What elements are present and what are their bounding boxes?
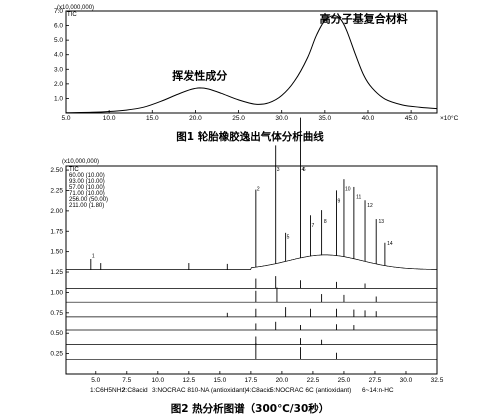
chart-2-peak-label: 8 <box>324 219 327 225</box>
chart-1-x-tick-label: 25.0 <box>232 115 245 122</box>
chart-1-x-tick-label: 15.0 <box>146 115 159 122</box>
legend-entry-6: 211.00 (1.80) <box>69 203 104 209</box>
chart-2-y-tick-label: 0.50 <box>50 330 63 337</box>
compound-legend-6: 6~14:n-HC <box>362 387 394 394</box>
chart-1-y-axis: 1.0 2.0 3.0 4.0 5.0 6.0 7.0 <box>54 8 69 102</box>
chart-2-y-tick-label: 1.25 <box>50 269 63 276</box>
chart-1-annotation-polymer: 高分子基复合材料 <box>320 12 408 26</box>
chart-2-y-tick-label: 2.50 <box>50 167 63 174</box>
chart-2-x-axis: 5.0 7.5 10.0 12.5 15.0 17.5 20.0 22.5 25.0 27.5 30… <box>91 371 444 384</box>
compound-legend-1: 1:C6H5NH2 <box>90 387 125 394</box>
chart-2-y-tick-label: 0.75 <box>50 310 63 317</box>
chart-2-x-tick-label: 32.5 <box>431 377 444 384</box>
chart-2-series-group <box>66 117 437 360</box>
chart-1-x-tick-label: 30.0 <box>275 115 288 122</box>
legend-entry-5: 256.00 (50.00) <box>69 197 108 203</box>
chart-2-peak-label: 13 <box>378 219 384 225</box>
chart-1-series-label: TIC <box>67 12 77 18</box>
chart-2-x-tick-label: 10.0 <box>151 377 164 384</box>
chart-1-y-tick-label: 4.0 <box>54 52 63 59</box>
legend-entry-2: 93.00 (10.00) <box>69 179 105 185</box>
figure-1-caption: 图1 轮胎橡胶逸出气体分析曲线 <box>176 130 324 143</box>
chart-2-peak-label: 9 <box>337 199 340 205</box>
chart-2-peak-label: 3 <box>277 167 280 173</box>
compound-legend-3: 3:NOCRAC 810-NA (antioxidant) <box>152 387 247 394</box>
chart-1-x-tick-label: 35.0 <box>319 115 332 122</box>
chart-2-peak-label: 2 <box>257 186 260 192</box>
chart-2-peak-label: 1 <box>92 253 95 259</box>
chart-2-y-axis: 0.25 0.50 0.75 1.00 1.25 1.50 1.75 2.00 2.25 2.50 <box>50 167 69 358</box>
compound-legend-5: 5:NOCRAC 6C (antioxidant) <box>270 387 351 394</box>
chart-1-x-tick-label: 20.0 <box>189 115 202 122</box>
chart-1-y-tick-label: 6.0 <box>54 23 63 30</box>
chart-1-x-tick-label: 40.0 <box>362 115 375 122</box>
chart-1-x-tick-label: 5.0 <box>61 115 70 122</box>
chart-2-y-tick-label: 2.00 <box>50 208 63 215</box>
chart-2-y-tick-label: 1.50 <box>50 249 63 256</box>
legend-entry-3: 57.00 (10.00) <box>69 185 105 191</box>
chart-2-series-baseline <box>66 254 437 270</box>
chart-2-peak-label: 12 <box>367 203 373 209</box>
chart-1: (x10,000,000) TIC 1.02.03.04.05.06.07.0 … <box>54 5 459 122</box>
chart-2-x-tick-label: 30.0 <box>400 377 413 384</box>
chart-2-y-tick-label: 2.25 <box>50 187 63 194</box>
chart-2-x-tick-label: 25.0 <box>338 377 351 384</box>
chart-2-x-tick-label: 5.0 <box>91 377 100 384</box>
chart-2-plot-frame <box>65 165 438 375</box>
chart-2-x-tick-label: 27.5 <box>369 377 382 384</box>
chart-2-x-tick-label: 15.0 <box>214 377 227 384</box>
compound-legend-2: 2:C8acid <box>122 387 148 394</box>
legend-entry-tic: TIC <box>69 167 79 173</box>
chart-2-scale-note: (x10,000,000) <box>62 159 99 165</box>
chart-2-peak-label: 7 <box>311 223 314 229</box>
chart-1-y-tick-label: 5.0 <box>54 37 63 44</box>
chart-2-compound-legend: 1:C6H5NH2 2:C8acid 3:NOCRAC 810-NA (anti… <box>90 387 394 394</box>
chart-2-x-tick-label: 22.5 <box>307 377 320 384</box>
chart-2-x-tick-label: 17.5 <box>245 377 258 384</box>
chart-1-series-line <box>65 15 438 114</box>
chart-2-peak-label: 14 <box>387 241 393 247</box>
chart-1-x-unit-label: ×10°C <box>440 114 459 122</box>
chart-1-plot-frame <box>65 10 438 114</box>
chart-1-annotation-volatile: 挥发性成分 <box>172 68 227 82</box>
chart-2-peak-label: 11 <box>356 195 361 201</box>
chart-2-legend: TIC 60.00 (10.00) 93.00 (10.00) 57.00 (1… <box>69 167 108 209</box>
legend-entry-4: 71.00 (10.00) <box>69 191 105 197</box>
chart-2-peak-label: 10 <box>345 186 351 192</box>
chart-1-x-axis: 5.0 10.0 15.0 20.0 25.0 30.0 35.0 40.0 45.0 <box>61 110 418 122</box>
chart-1-y-tick-label: 1.0 <box>54 95 63 102</box>
chart-2-y-tick-label: 0.25 <box>50 351 63 358</box>
chart-2-x-tick-label: 12.5 <box>183 377 196 384</box>
chart-2-peak-label: 5 <box>287 235 290 241</box>
chart-1-x-tick-label: 45.0 <box>405 115 418 122</box>
compound-legend-4: 4:C8acid <box>246 387 272 394</box>
chart-1-y-tick-label: 3.0 <box>54 66 63 73</box>
chart-1-y-tick-label: 7.0 <box>54 8 63 15</box>
legend-entry-1: 60.00 (10.00) <box>69 173 105 179</box>
chart-1-x-tick-label: 10.0 <box>103 115 116 122</box>
figure-2-caption: 图2 热分析图谱（300℃/30秒） <box>171 402 330 415</box>
chart-2-peak-label: 4 <box>302 167 305 173</box>
chart-2-x-tick-label: 7.5 <box>122 377 131 384</box>
chart-2-peak-label: 6 <box>303 167 306 173</box>
chart-1-scale-note: (x10,000,000) <box>57 5 94 11</box>
chart-2-x-tick-label: 20.0 <box>276 377 289 384</box>
chart-2-y-tick-label: 1.00 <box>50 289 63 296</box>
chart-2: (x10,000,000) 0.25 0.50 0.75 1.00 1.25 1.50 1.… <box>50 117 444 394</box>
chart-1-y-tick-label: 2.0 <box>54 81 63 88</box>
chart-2-y-tick-label: 1.75 <box>50 228 63 235</box>
